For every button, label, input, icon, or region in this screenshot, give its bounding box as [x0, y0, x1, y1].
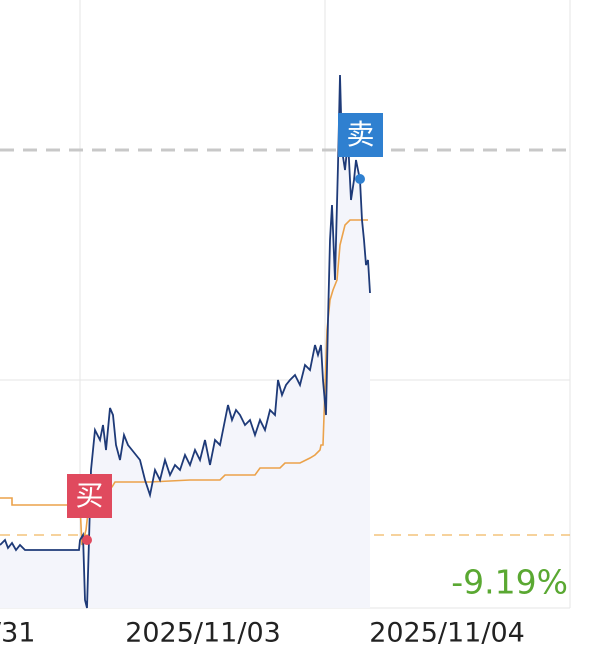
buy-marker: 买	[75, 479, 103, 512]
x-tick-label: /31	[0, 618, 35, 646]
buy-marker-box	[67, 474, 112, 518]
return-label: -9.19%	[451, 563, 568, 602]
price-area	[0, 75, 370, 608]
sell-marker: 卖	[346, 118, 374, 151]
x-tick-label: 2025/11/03	[125, 618, 281, 646]
average-line	[0, 219, 368, 546]
sell-point	[355, 174, 365, 184]
buy-point	[82, 535, 92, 545]
x-tick-label: 2025/11/04	[369, 618, 525, 646]
sell-marker-box	[338, 113, 383, 157]
price-line	[0, 74, 371, 609]
